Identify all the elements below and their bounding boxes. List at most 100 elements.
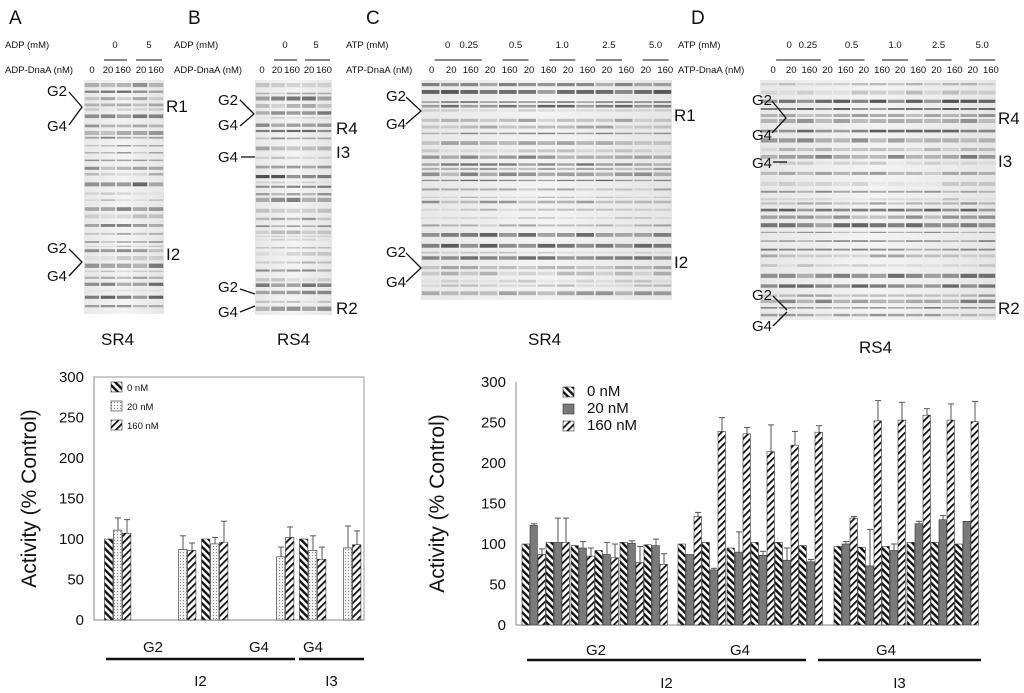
gel-band (906, 119, 923, 123)
gel-band (518, 284, 536, 287)
gel-band (286, 300, 301, 303)
gel-band (634, 172, 652, 177)
bar (178, 549, 188, 621)
gel-band (887, 147, 905, 152)
gel-band (924, 90, 941, 95)
gel-band (779, 215, 796, 219)
gel-band (100, 124, 116, 128)
gel-band (978, 108, 996, 110)
gel-band (302, 96, 316, 101)
gel-band (595, 125, 614, 129)
gel-band (499, 217, 517, 219)
gel-band (653, 271, 672, 276)
gel-band (576, 104, 594, 108)
gel-band (499, 271, 517, 276)
gel-band (537, 224, 556, 227)
gel-band (302, 278, 316, 282)
gel-band (960, 299, 978, 304)
gel-band (499, 284, 517, 287)
gel-band (614, 266, 633, 270)
gel-band (760, 273, 778, 278)
gel-band (869, 248, 887, 251)
gel-band (499, 251, 517, 254)
gel-band (132, 263, 148, 268)
gel-band (302, 208, 316, 213)
gel-band (760, 161, 778, 165)
gel-band (441, 233, 459, 237)
gel-band (537, 266, 556, 270)
gel-lane-label: 160 (657, 65, 673, 76)
y-tick-label: 300 (59, 369, 84, 386)
gel-band (760, 108, 778, 110)
gel-band (537, 208, 556, 211)
gel-band (576, 233, 594, 237)
gel-band (255, 129, 270, 133)
gel-band (614, 188, 633, 191)
gel-band (760, 181, 778, 186)
gel-band (271, 123, 285, 127)
bar (187, 549, 197, 621)
gel-d-caption: RS4 (859, 338, 892, 357)
gel-condition-value: 0 (445, 40, 450, 51)
legend-swatch (562, 403, 575, 415)
gel-band (441, 266, 459, 270)
gel-band (887, 254, 905, 258)
gel-band (942, 215, 959, 219)
gel-band (84, 108, 100, 111)
gel-band (441, 217, 459, 219)
gel-band (441, 104, 459, 108)
gel-band (116, 256, 132, 261)
gel-band (132, 282, 148, 286)
gel-band (148, 249, 164, 253)
gel-band (317, 185, 332, 188)
gel-a-condition-label: ADP (mM) (5, 40, 49, 51)
gel-band (421, 155, 440, 159)
gel-band (317, 92, 332, 95)
gel-band (576, 167, 594, 171)
gel-a-lane-label: 0 (89, 65, 94, 76)
gel-band (100, 108, 116, 111)
gel-band (760, 147, 778, 152)
gel-band (779, 171, 796, 175)
gel-band (614, 118, 633, 122)
gel-band (255, 92, 270, 95)
gel-band (271, 146, 285, 151)
gel-lane-label: 160 (874, 65, 890, 76)
gel-band (518, 256, 536, 260)
gel-band (978, 202, 996, 205)
gel-band (537, 167, 556, 171)
gel-band (833, 273, 850, 278)
gel-band (978, 147, 996, 152)
gel-band (255, 278, 270, 282)
gel-band (255, 83, 270, 88)
gel-band (576, 163, 594, 166)
gel-panel-a: ADP (mM) ADP-DnaA (nM) 0 5 0 20 160 20 1… (5, 40, 188, 349)
gel-band (132, 145, 148, 147)
gel-band (479, 163, 498, 166)
gel-b-condition-0: 0 (282, 40, 287, 51)
gel-band (116, 282, 132, 286)
gel-band (286, 156, 301, 159)
gel-band (634, 196, 652, 198)
gel-band (779, 155, 796, 159)
bar (806, 561, 815, 626)
gel-band (797, 215, 814, 219)
gel-band (942, 284, 959, 288)
bar (774, 542, 783, 626)
y-tick-label: 100 (59, 531, 84, 548)
gel-band (576, 125, 594, 129)
gel-condition-value: 0.25 (460, 40, 479, 51)
gel-band (557, 141, 575, 145)
gel-band (797, 299, 814, 304)
gel-a-right-label-r1: R1 (166, 97, 188, 116)
bar (285, 537, 295, 621)
gel-band (148, 289, 164, 292)
gel-band (942, 181, 959, 186)
gel-band (271, 96, 285, 101)
gel-band (797, 181, 814, 186)
gel-c-bracket-bottom (405, 252, 422, 283)
gel-band (815, 147, 832, 152)
gel-band (653, 279, 672, 283)
gel-band (84, 199, 100, 201)
bar (553, 542, 562, 626)
